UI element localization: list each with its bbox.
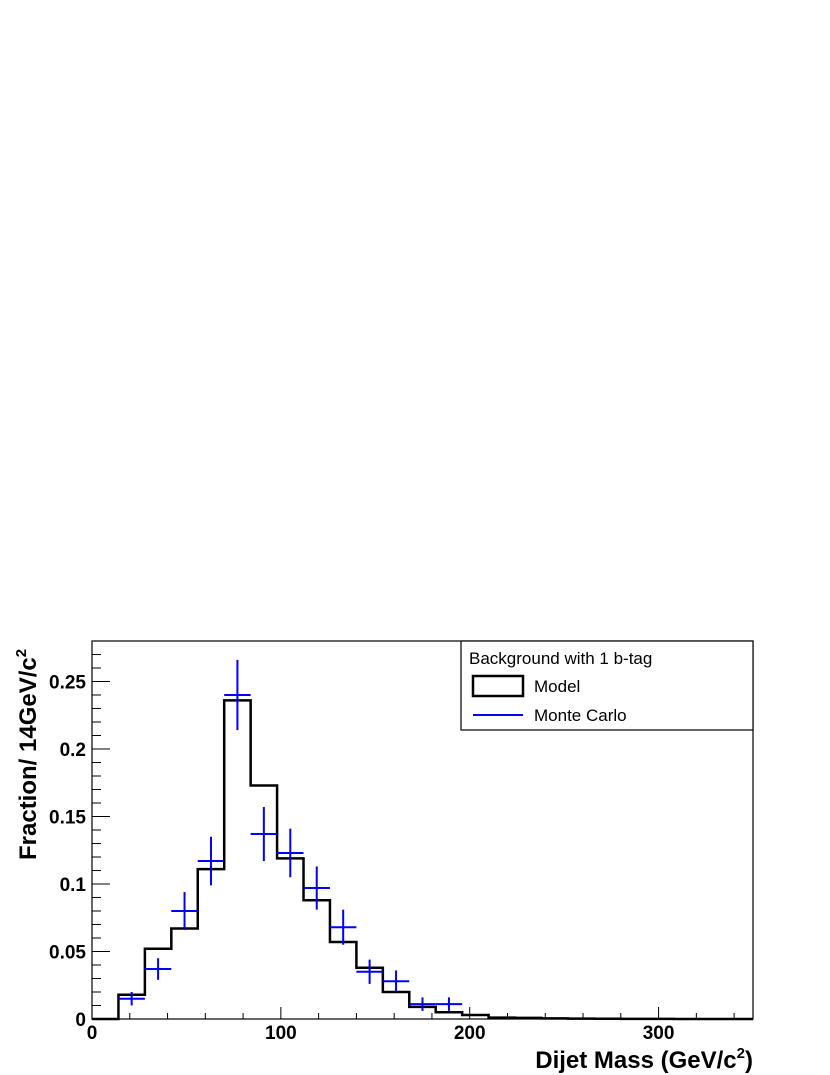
y-tick-label: 0.2 — [60, 740, 86, 761]
y-tick-label: 0.15 — [49, 808, 86, 829]
mc-data-point — [250, 807, 278, 862]
x-tick-label: 100 — [265, 1023, 297, 1044]
mc-data-point — [329, 909, 357, 945]
legend-model-label: Model — [534, 677, 580, 696]
mc-data-point — [356, 959, 383, 984]
legend: Background with 1 b-tag Model Monte Carl… — [460, 640, 754, 731]
mc-data-point — [118, 992, 145, 1006]
mc-data-point — [435, 997, 463, 1011]
legend-model-swatch — [471, 674, 525, 698]
mc-data-point — [197, 836, 225, 886]
x-tick-label: 300 — [643, 1023, 675, 1044]
legend-mc-label: Monte Carlo — [534, 706, 627, 725]
y-axis-title: Fraction/ 14GeV/c2 — [13, 649, 42, 860]
axis-ticks — [91, 654, 735, 1020]
x-axis-title: Dijet Mass (GeV/c2) — [535, 1045, 753, 1074]
mc-data-point — [144, 958, 172, 980]
x-tick-label: 0 — [87, 1023, 98, 1044]
tick-labels: 0 100 200 300 0 0.05 0.1 0.15 0.2 0.25 — [49, 673, 674, 1045]
mc-data-point — [409, 997, 436, 1011]
mc-data-point — [224, 659, 251, 731]
plot-frame — [91, 640, 754, 1020]
mc-data-point — [171, 892, 198, 930]
y-tick-label: 0 — [75, 1010, 86, 1031]
y-tick-label: 0.1 — [60, 875, 87, 896]
x-tick-label: 200 — [454, 1023, 486, 1044]
y-tick-label: 0.25 — [49, 673, 86, 694]
mc-data-point — [303, 866, 330, 910]
legend-title: Background with 1 b-tag — [469, 649, 652, 668]
monte-carlo-points — [118, 659, 463, 1011]
mc-data-point — [382, 970, 410, 992]
mc-data-point — [277, 828, 304, 878]
y-tick-label: 0.05 — [49, 943, 86, 964]
